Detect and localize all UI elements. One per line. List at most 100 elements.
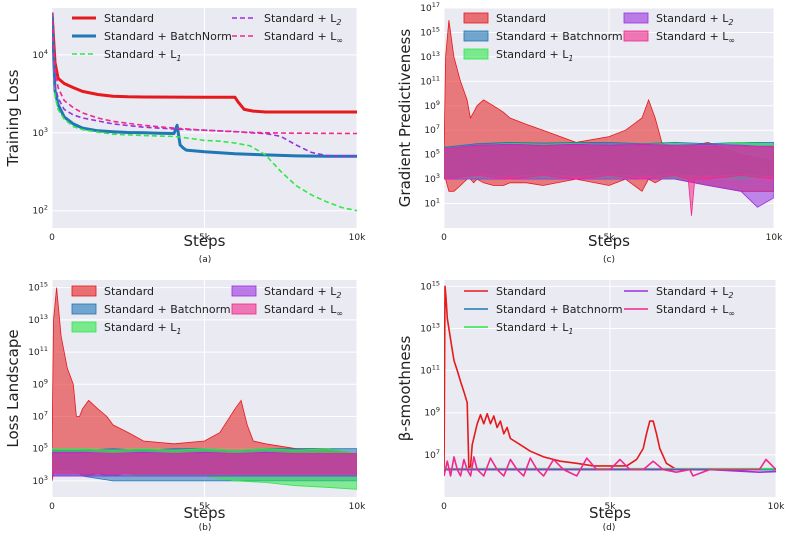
legend-label: Standard + L2 (264, 12, 341, 27)
x-tick-label: 0 (441, 233, 447, 243)
chart-panel-a: 0 5k 10k 102 103 104 Steps Training Loss (a) Stan… (4, 8, 366, 265)
y-tick-label: 103 (424, 172, 440, 185)
y-tick-label: 107 (424, 123, 440, 136)
legend-label: Standard + Batchnorm (496, 30, 623, 43)
legend-label: Standard + Batchnorm (104, 303, 231, 316)
line-standard-batchnorm (52, 12, 357, 158)
y-tick-label: 1011 (28, 345, 48, 358)
legend: Standard Standard + Batchnorm Standard + L… (463, 12, 735, 63)
plot-area (444, 20, 774, 216)
y-tick-label: 1015 (420, 25, 440, 38)
panel-caption: (d) (603, 523, 616, 533)
y-axis-label: Loss Landscape (4, 329, 22, 447)
x-tick-label: 10k (766, 233, 783, 243)
legend-label: Standard (496, 285, 546, 298)
legend-label: Standard (104, 285, 154, 298)
legend-label: Standard + Batchnorm (496, 303, 623, 316)
legend-label: Standard + L∞ (264, 30, 343, 45)
legend-label: Standard + L2 (656, 12, 733, 27)
x-tick-label: 5k (604, 233, 616, 243)
y-tick-label: 101 (424, 197, 440, 210)
y-axis-label: Training Loss (4, 69, 22, 167)
y-axis-label: β-smoothness (396, 336, 414, 442)
x-axis-label: Steps (589, 504, 631, 522)
x-tick-label: 5k (199, 233, 211, 243)
panel-caption: (a) (199, 255, 212, 265)
line-standard (52, 12, 357, 114)
line-standard-linf (444, 456, 776, 477)
legend-swatch (71, 303, 97, 315)
legend-swatch (463, 48, 489, 60)
x-axis-label: Steps (184, 504, 226, 522)
plot-area (444, 285, 776, 477)
y-tick-label: 104 (32, 48, 48, 61)
x-tick-label: 0 (49, 233, 55, 243)
legend-swatch (463, 12, 489, 24)
band-standard-linf (52, 453, 357, 474)
y-tick-label: 1013 (420, 50, 440, 63)
legend-label: Standard + L1 (496, 48, 573, 63)
panel-caption: (b) (199, 523, 212, 533)
legend-label: Standard + L2 (656, 285, 733, 300)
legend-label: Standard + L∞ (656, 30, 735, 45)
chart-panel-d: 0 5k 10k 107 109 1011 1013 1015 Steps β-smoothnes… (396, 279, 785, 533)
panel-caption: (c) (603, 255, 615, 265)
legend-label: Standard + BatchNorm (104, 30, 232, 43)
plot-area (52, 287, 357, 490)
legend-swatch (623, 12, 649, 24)
x-tick-label: 10k (349, 502, 366, 512)
x-tick-label: 5k (605, 502, 617, 512)
legend-swatch (463, 30, 489, 42)
chart-panel-c: 0 5k 10k 101 103 105 107 109 1011 1013 1015 1017 Ste… (396, 1, 783, 265)
x-tick-label: 0 (441, 502, 447, 512)
y-tick-label: 103 (32, 474, 48, 487)
y-tick-label: 1013 (28, 313, 48, 326)
plot-area (52, 12, 357, 212)
y-tick-label: 107 (424, 448, 440, 461)
x-axis-label: Steps (588, 232, 630, 250)
legend-swatch (71, 285, 97, 297)
line-standard-l2 (52, 12, 357, 158)
legend-label: Standard + L∞ (656, 303, 735, 318)
legend-label: Standard + L1 (104, 321, 181, 336)
chart-panel-b: 0 5k 10k 103 105 107 109 1011 1013 1015 Steps Loss … (4, 280, 366, 533)
legend-label: Standard + L2 (264, 285, 341, 300)
legend-swatch (71, 321, 97, 333)
legend-swatch (231, 303, 257, 315)
y-tick-label: 109 (32, 377, 48, 390)
legend: Standard Standard + Batchnorm Standard + L… (71, 285, 343, 336)
y-axis-label: Gradient Predictiveness (396, 29, 414, 208)
y-tick-label: 1011 (420, 364, 440, 377)
legend-swatch (623, 30, 649, 42)
x-tick-label: 5k (199, 502, 211, 512)
y-tick-label: 1017 (420, 1, 440, 14)
line-standard-linf (52, 12, 357, 135)
band-standard-linf (444, 144, 774, 216)
y-tick-label: 103 (32, 126, 48, 139)
y-tick-label: 1015 (28, 281, 48, 294)
line-standard (444, 285, 776, 476)
y-tick-label: 107 (32, 409, 48, 422)
legend-label: Standard + L1 (496, 321, 573, 336)
y-tick-label: 109 (424, 406, 440, 419)
x-tick-label: 10k (768, 502, 785, 512)
legend-swatch (231, 285, 257, 297)
x-tick-label: 0 (49, 502, 55, 512)
legend: Standard Standard + BatchNorm Standard + L… (72, 12, 343, 63)
y-tick-label: 1011 (420, 74, 440, 87)
y-tick-label: 102 (32, 204, 48, 217)
y-tick-label: 105 (424, 148, 440, 161)
legend-label: Standard + L1 (104, 48, 181, 63)
y-tick-label: 1015 (420, 279, 440, 292)
y-tick-label: 109 (424, 99, 440, 112)
line-standard-l1 (52, 12, 357, 212)
y-tick-label: 1013 (420, 321, 440, 334)
legend-label: Standard + L∞ (264, 303, 343, 318)
x-tick-label: 10k (349, 233, 366, 243)
x-axis-label: Steps (184, 232, 226, 250)
y-tick-label: 105 (32, 442, 48, 455)
legend-label: Standard (496, 12, 546, 25)
legend-label: Standard (104, 12, 154, 25)
legend: Standard Standard + Batchnorm Standard + L… (464, 285, 735, 336)
